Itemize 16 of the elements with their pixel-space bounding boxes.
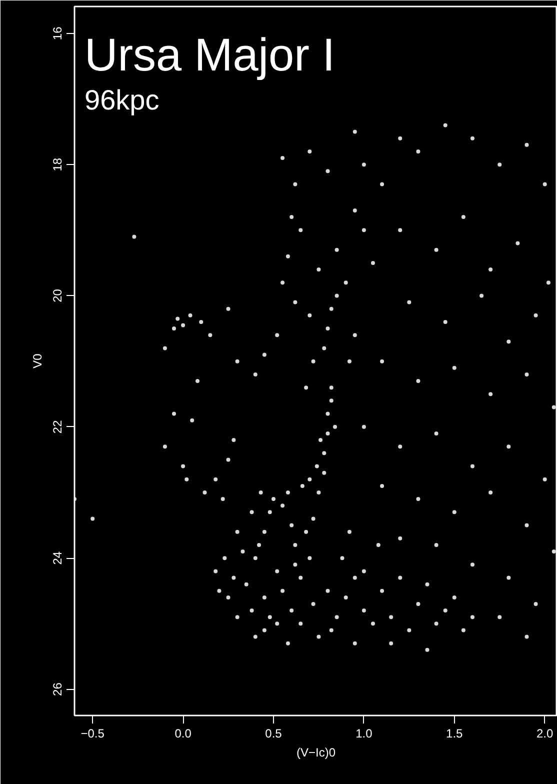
x-tick-label: 2.0 (536, 726, 554, 740)
text: 96kpc (84, 84, 160, 116)
x-tick-label: 0.0 (174, 726, 192, 740)
x-axis-title: (V−Ic)0 (296, 746, 336, 760)
x-tick-label: −0.5 (80, 726, 105, 740)
x-tick-label: 1.0 (356, 726, 373, 740)
y-tick-label: 20 (50, 288, 64, 302)
y-tick-label: 22 (50, 420, 64, 434)
x-tick-label: 0.5 (265, 726, 282, 740)
x-tick-label: 1.5 (446, 726, 464, 740)
y-tick-label: 24 (50, 551, 64, 565)
text: Ursa Major I (84, 28, 335, 80)
y-tick-label: 18 (50, 158, 64, 172)
y-tick-label: 16 (50, 26, 64, 40)
y-tick-label: 26 (50, 682, 64, 696)
y-axis-title: V0 (30, 353, 44, 368)
